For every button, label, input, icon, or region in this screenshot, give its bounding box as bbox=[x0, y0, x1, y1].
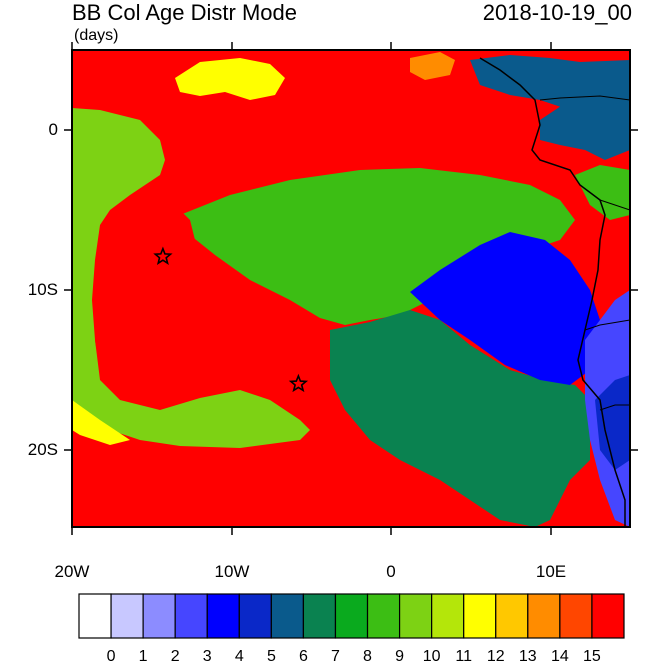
x-tick-10e: 10E bbox=[535, 562, 567, 581]
colorbar-swatch bbox=[334, 593, 369, 639]
field-5-coast bbox=[595, 375, 630, 470]
marker-layer bbox=[153, 246, 309, 393]
colorbar-swatch bbox=[302, 593, 337, 639]
colorbar-swatch bbox=[174, 593, 208, 639]
colorbar-swatch bbox=[206, 593, 240, 639]
colorbar-tick-label: 4 bbox=[234, 648, 244, 665]
field-15-inner bbox=[95, 200, 195, 380]
colorbar-swatch bbox=[495, 593, 529, 639]
field-10-left bbox=[72, 108, 310, 448]
colorbar-tick-label: 3 bbox=[202, 648, 212, 665]
colorbar-swatch bbox=[78, 593, 112, 639]
colorbar-swatch bbox=[270, 593, 305, 639]
x-tick-0: 0 bbox=[386, 562, 396, 581]
colorbar-tick-label: 6 bbox=[298, 648, 308, 665]
map-field bbox=[72, 50, 630, 527]
y-tick-20s: 20S bbox=[27, 440, 58, 459]
field-4 bbox=[410, 232, 600, 385]
datetime-label: 2018-10-19_00 bbox=[482, 0, 632, 25]
colorbar-tick-label: 1 bbox=[138, 648, 148, 665]
colorbar-tick-label: 14 bbox=[550, 648, 569, 665]
field-12-bottom bbox=[72, 400, 130, 445]
colorbar-swatch bbox=[431, 593, 465, 639]
y-tick-10s: 10S bbox=[27, 280, 58, 299]
colorbar-tick-label: 8 bbox=[363, 648, 372, 665]
border-lines-3 bbox=[584, 319, 630, 331]
coastline bbox=[479, 57, 626, 527]
colorbar-tick-label: 13 bbox=[518, 648, 537, 665]
colorbar-tick-label: 7 bbox=[331, 648, 340, 665]
colorbar-swatch bbox=[591, 593, 625, 639]
map-title: BB Col Age Distr Mode bbox=[72, 0, 297, 25]
field-11-top bbox=[410, 52, 455, 80]
y-tick-0: 0 bbox=[48, 120, 58, 139]
colorbar bbox=[78, 593, 625, 639]
field-9-coast bbox=[575, 165, 630, 220]
colorbar-swatch bbox=[398, 593, 433, 639]
border-lines-2 bbox=[599, 199, 630, 211]
colorbar-tick-label: 11 bbox=[455, 648, 472, 665]
colorbar-swatch bbox=[366, 593, 401, 639]
colorbar-tick-label: 0 bbox=[106, 648, 116, 665]
x-tick-20w: 20W bbox=[54, 562, 90, 581]
colorbar-swatch bbox=[463, 593, 497, 639]
colorbar-swatch bbox=[142, 593, 176, 639]
tick-marks bbox=[64, 42, 638, 535]
border-lines bbox=[539, 95, 630, 101]
field-9 bbox=[180, 168, 575, 325]
plot-frame bbox=[71, 49, 631, 528]
colorbar-tick-label: 12 bbox=[486, 648, 505, 665]
x-tick-10w: 10W bbox=[214, 562, 250, 581]
units-label: (days) bbox=[74, 27, 119, 44]
colorbar-tick-label: 15 bbox=[582, 648, 601, 665]
colorbar-swatch bbox=[238, 593, 272, 639]
marker-star-2 bbox=[288, 373, 309, 393]
field-6 bbox=[540, 95, 630, 160]
marker-star-1 bbox=[153, 246, 173, 265]
border-lines-4 bbox=[599, 404, 630, 411]
colorbar-swatch bbox=[527, 593, 561, 639]
colorbar-tick-label: 2 bbox=[170, 648, 180, 665]
colorbar-swatch bbox=[110, 593, 144, 639]
field-7 bbox=[330, 310, 590, 527]
colorbar-swatch bbox=[559, 593, 593, 639]
colorbar-tick-label: 10 bbox=[422, 648, 441, 665]
colorbar-tick-label: 5 bbox=[266, 648, 276, 665]
colorbar-tick-label: 9 bbox=[395, 648, 405, 665]
field-12-top bbox=[175, 58, 285, 100]
